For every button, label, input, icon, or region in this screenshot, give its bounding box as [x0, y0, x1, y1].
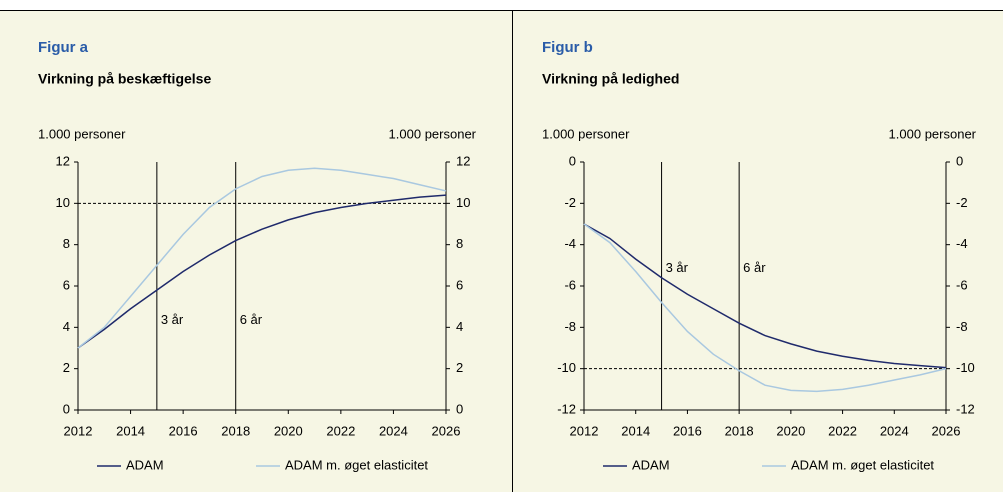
y2-axis-label: 1.000 personer	[389, 126, 477, 141]
y2-tick-label: -8	[956, 319, 968, 334]
x-tick-label: 2012	[570, 423, 599, 438]
legend-label: ADAM	[632, 457, 670, 472]
x-tick-label: 2022	[326, 423, 355, 438]
y-tick-label: 12	[56, 153, 70, 168]
legend-label: ADAM m. øget elasticitet	[791, 457, 934, 472]
annotation-label: 6 år	[240, 312, 263, 327]
y-tick-label: -4	[564, 236, 576, 251]
y2-tick-label: 0	[456, 401, 463, 416]
y-tick-label: -12	[557, 401, 576, 416]
chart-title: Virkning på beskæftigelse	[38, 71, 211, 87]
y2-tick-label: 6	[456, 277, 463, 292]
background	[0, 10, 1003, 492]
x-tick-label: 2022	[828, 423, 857, 438]
x-tick-label: 2018	[725, 423, 754, 438]
y2-tick-label: 8	[456, 236, 463, 251]
x-tick-label: 2020	[274, 423, 303, 438]
y-tick-label: 10	[56, 195, 70, 210]
series-line	[583, 223, 947, 393]
y2-tick-label: 4	[456, 319, 463, 334]
y-tick-label: 4	[63, 319, 70, 334]
y-tick-label: 0	[569, 153, 576, 168]
y-tick-label: -2	[564, 195, 576, 210]
panel-label: Figur b	[542, 39, 593, 56]
annotation-label: 3 år	[666, 260, 689, 275]
x-tick-label: 2024	[379, 423, 408, 438]
y2-tick-label: 2	[456, 360, 463, 375]
x-tick-label: 2024	[880, 423, 909, 438]
x-tick-label: 2012	[64, 423, 93, 438]
chart-title: Virkning på ledighed	[542, 71, 679, 87]
y-axis-label: 1.000 personer	[542, 126, 630, 141]
y-tick-label: -6	[564, 277, 576, 292]
legend-label: ADAM m. øget elasticitet	[285, 457, 428, 472]
x-tick-label: 2026	[932, 423, 961, 438]
series-line	[77, 194, 447, 349]
x-tick-label: 2018	[221, 423, 250, 438]
annotation-label: 3 år	[161, 312, 184, 327]
x-tick-label: 2016	[673, 423, 702, 438]
annotation-label: 6 år	[743, 260, 766, 275]
y-tick-label: 2	[63, 360, 70, 375]
series-line	[583, 223, 947, 369]
panel-label: Figur a	[38, 39, 89, 56]
y2-tick-label: -10	[956, 360, 975, 375]
y-tick-label: 0	[63, 401, 70, 416]
x-tick-label: 2014	[116, 423, 145, 438]
y2-tick-label: -12	[956, 401, 975, 416]
y2-tick-label: 10	[456, 195, 470, 210]
y-tick-label: -10	[557, 360, 576, 375]
y2-tick-label: -6	[956, 277, 968, 292]
y-tick-label: 6	[63, 277, 70, 292]
x-tick-label: 2020	[776, 423, 805, 438]
series-line	[77, 167, 447, 349]
y2-tick-label: -4	[956, 236, 968, 251]
x-tick-label: 2016	[169, 423, 198, 438]
y2-tick-label: 0	[956, 153, 963, 168]
legend-label: ADAM	[126, 457, 164, 472]
y-tick-label: -8	[564, 319, 576, 334]
y2-tick-label: -2	[956, 195, 968, 210]
x-tick-label: 2014	[621, 423, 650, 438]
y-tick-label: 8	[63, 236, 70, 251]
x-tick-label: 2026	[432, 423, 461, 438]
y-axis-label: 1.000 personer	[38, 126, 126, 141]
y2-axis-label: 1.000 personer	[889, 126, 977, 141]
y2-tick-label: 12	[456, 153, 470, 168]
